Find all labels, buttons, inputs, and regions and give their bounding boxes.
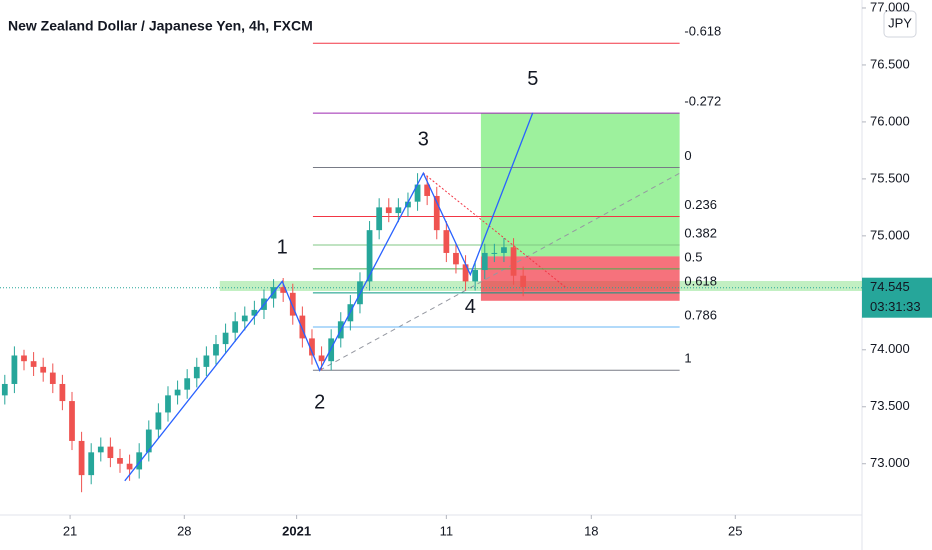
candle-body <box>405 201 411 208</box>
x-tick-label: 2021 <box>282 523 311 538</box>
fib-label: -0.272 <box>684 94 721 109</box>
x-tick-label: 11 <box>440 523 454 538</box>
candle-body <box>78 440 85 476</box>
drawings <box>219 113 863 371</box>
fib-label: 0.382 <box>684 225 717 240</box>
fib-label: 0.5 <box>684 249 702 264</box>
candle-body <box>299 315 306 339</box>
candle-body <box>21 355 27 362</box>
candle-body <box>145 429 152 453</box>
candle-body <box>203 355 210 367</box>
wave-label: 4 <box>465 296 476 318</box>
candle-body <box>309 338 315 356</box>
fib-label: -0.618 <box>684 24 721 39</box>
candle-body <box>59 383 66 402</box>
candle-body <box>501 247 507 253</box>
candle-body <box>366 230 373 282</box>
candle-body <box>491 252 498 254</box>
x-tick-label: 25 <box>728 523 742 538</box>
candle-body <box>213 344 219 356</box>
candle-body <box>385 207 392 214</box>
candle-body <box>1 383 8 396</box>
candle-body <box>414 184 421 202</box>
wave-label: 2 <box>314 392 325 414</box>
fib-label: 0.618 <box>684 273 717 288</box>
wave-label: 3 <box>418 128 429 150</box>
last-price-label: 74.545 <box>870 279 910 294</box>
candle-body <box>424 184 431 196</box>
x-tick-label: 18 <box>584 523 598 538</box>
candle-body <box>40 366 47 373</box>
fib-trend-line <box>319 172 680 371</box>
currency-label[interactable]: JPY <box>888 15 912 30</box>
fib-label: 0 <box>684 148 691 163</box>
candle-body <box>280 287 287 293</box>
candle-body <box>97 446 104 453</box>
y-tick-label: 73.000 <box>870 455 910 470</box>
fib-label: 0.236 <box>684 197 717 212</box>
candle-body <box>443 230 450 253</box>
candle-body <box>318 355 325 362</box>
candle-body <box>136 452 143 470</box>
candle-body <box>472 270 479 282</box>
wave-line <box>124 112 534 482</box>
candle-body <box>117 458 123 464</box>
candle-body <box>453 252 459 265</box>
candle-body <box>481 252 488 271</box>
candle-body <box>251 309 258 316</box>
candle-body <box>395 207 402 214</box>
y-tick-label: 76.000 <box>870 113 910 128</box>
candle-body <box>88 452 95 476</box>
wave-label: 5 <box>527 68 538 90</box>
x-tick-label: 28 <box>177 523 191 538</box>
chart-title: New Zealand Dollar / Japanese Yen, 4h, F… <box>8 18 313 34</box>
currency-button[interactable] <box>883 10 917 38</box>
candle-body <box>289 292 296 316</box>
wave-label: 1 <box>277 237 288 259</box>
y-tick-label: 75.000 <box>870 227 910 242</box>
y-tick-label: 77.000 <box>870 0 910 14</box>
last-price-tag <box>862 277 932 318</box>
candle-body <box>126 463 133 470</box>
candle-body <box>241 315 248 322</box>
fib-label: 0.786 <box>684 307 717 322</box>
candle-body <box>30 361 37 367</box>
countdown-label: 03:31:33 <box>870 299 921 314</box>
y-tick-label: 74.000 <box>870 341 910 356</box>
candle-body <box>433 195 440 231</box>
candle-body <box>49 372 56 384</box>
candle-body <box>222 332 229 345</box>
x-tick-label: 21 <box>63 523 77 538</box>
y-tick-label: 73.500 <box>870 398 910 413</box>
candle-body <box>107 446 114 459</box>
candle-body <box>165 395 171 413</box>
candle-body <box>232 321 239 333</box>
candle-body <box>376 207 383 231</box>
candle-body <box>174 389 181 396</box>
candle-body <box>520 275 527 288</box>
candle-body <box>193 366 200 379</box>
candle-body <box>11 355 18 384</box>
fib-label: 1 <box>684 351 691 366</box>
candle-body <box>155 412 162 430</box>
target-zone <box>480 113 680 257</box>
candle-body <box>69 401 75 441</box>
candle-body <box>184 378 191 390</box>
candle-body <box>510 247 517 276</box>
candle-body <box>462 264 469 282</box>
y-tick-label: 75.500 <box>870 170 910 185</box>
y-tick-label: 76.500 <box>870 56 910 71</box>
